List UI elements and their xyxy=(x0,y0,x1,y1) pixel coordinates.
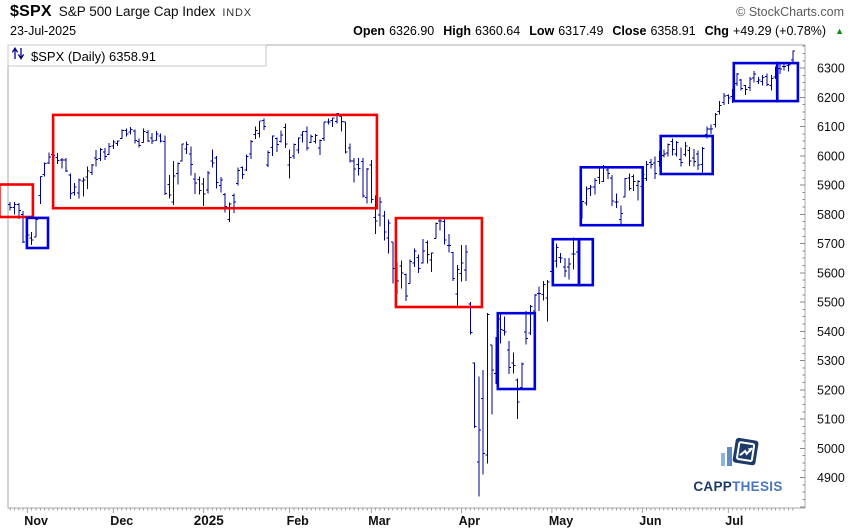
ohlc-bars-icon xyxy=(11,46,25,60)
logo-thesis: THESIS xyxy=(732,479,783,494)
y-axis-label: 5400 xyxy=(817,325,845,339)
low-value: 6317.49 xyxy=(558,24,604,38)
blue-annotation-box xyxy=(579,166,644,227)
chart-header: $SPX S&P 500 Large Cap Index INDX © Stoc… xyxy=(10,3,844,21)
y-axis-label: 5000 xyxy=(817,442,845,456)
y-axis-label: 5900 xyxy=(817,179,845,193)
cappthesis-logo-icon xyxy=(721,437,759,466)
y-axis-label: 5200 xyxy=(817,383,845,397)
open-value: 6326.90 xyxy=(389,24,435,38)
low-label: Low xyxy=(529,24,555,38)
y-axis-label: 5600 xyxy=(817,266,845,280)
red-annotation-box xyxy=(51,113,379,210)
x-axis-ticks xyxy=(9,508,794,513)
close-value: 6358.91 xyxy=(650,24,696,38)
exchange-tag: INDX xyxy=(222,7,252,19)
y-axis-label: 5300 xyxy=(817,354,845,368)
y-axis-label: 6300 xyxy=(817,62,845,76)
close-label: Close xyxy=(612,24,647,38)
y-axis-label: 4900 xyxy=(817,471,845,485)
cappthesis-logo: CAPPTHESIS xyxy=(690,436,786,494)
chart-legend-label: $SPX (Daily) 6358.91 xyxy=(31,49,156,64)
open-label: Open xyxy=(353,24,386,38)
y-axis-ticks xyxy=(800,45,805,508)
y-axis-label: 6000 xyxy=(817,149,845,163)
red-annotation-box xyxy=(394,216,484,309)
x-axis-month-label: Jul xyxy=(725,514,743,528)
y-axis-label: 5500 xyxy=(817,296,845,310)
x-axis-month-label: 2025 xyxy=(194,513,225,528)
symbol-name: S&P 500 Large Cap Index xyxy=(58,4,216,19)
blue-annotation-box xyxy=(496,311,537,391)
x-axis-month-label: Jun xyxy=(639,514,661,528)
y-axis-label: 6100 xyxy=(817,120,845,134)
blue-annotation-box xyxy=(577,237,595,287)
legend-box xyxy=(7,44,267,67)
y-axis-label: 5100 xyxy=(817,413,845,427)
quote-row: 23-Jul-2025 Open 6326.90 High 6360.64 Low 6… xyxy=(10,24,844,38)
red-annotation-box xyxy=(0,183,35,219)
logo-capp: CAPP xyxy=(693,479,733,494)
x-axis-month-label: Dec xyxy=(110,514,133,528)
x-axis-month-label: Mar xyxy=(368,514,390,528)
high-label: High xyxy=(443,24,472,38)
chart-date: 23-Jul-2025 xyxy=(10,24,77,38)
blue-annotation-box xyxy=(659,134,715,176)
y-axis-label: 5800 xyxy=(817,208,845,222)
x-axis-month-label: Apr xyxy=(459,514,481,528)
symbol: $SPX xyxy=(10,3,52,20)
chg-value: +49.29 (+0.78%) xyxy=(732,24,827,38)
y-axis-label: 5700 xyxy=(817,237,845,251)
up-triangle-icon: ▲ xyxy=(835,26,844,36)
y-axis-label: 6200 xyxy=(817,91,845,105)
price-bars xyxy=(8,50,795,497)
plot-frame xyxy=(7,44,806,509)
x-axis-month-label: Feb xyxy=(287,514,310,528)
blue-annotation-box xyxy=(775,61,800,103)
x-axis-month-label: May xyxy=(549,514,573,528)
high-value: 6360.64 xyxy=(475,24,521,38)
chg-label: Chg xyxy=(704,24,729,38)
cappthesis-logo-text: CAPPTHESIS xyxy=(690,479,786,494)
stockcharts-credit-link[interactable]: © StockCharts.com xyxy=(736,5,844,19)
ohlc-quote-strip: Open 6326.90 High 6360.64 Low 6317.49 Close… xyxy=(353,24,844,38)
x-axis-month-label: Nov xyxy=(24,514,48,528)
blue-annotation-box xyxy=(25,216,50,250)
